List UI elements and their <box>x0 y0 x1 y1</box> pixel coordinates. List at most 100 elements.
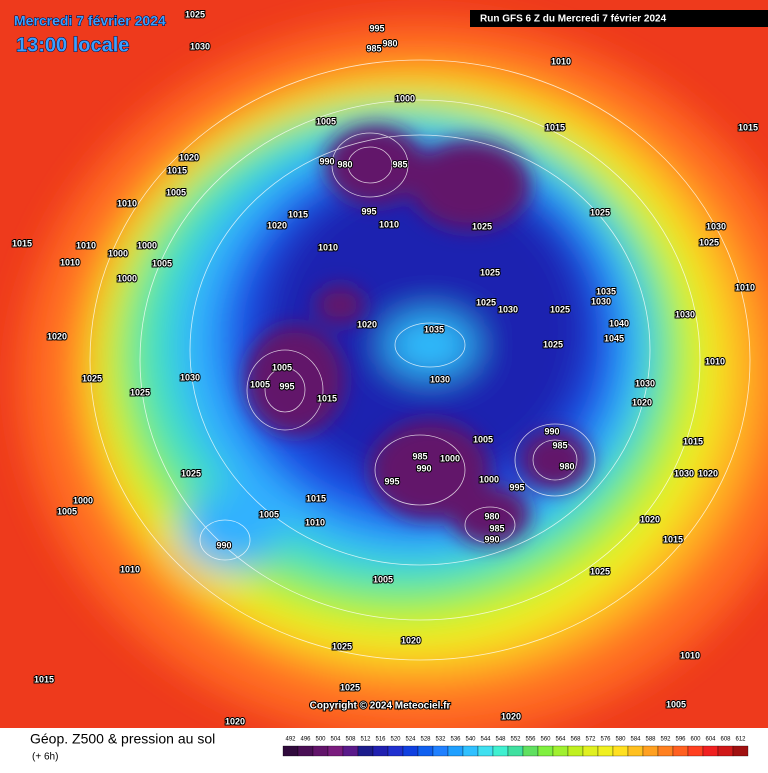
isobar-label: 1010 <box>117 198 137 208</box>
legend-swatch <box>582 745 599 757</box>
isobar-label: 1015 <box>12 238 32 248</box>
isobar-label: 1025 <box>699 237 719 247</box>
isobar-label: 1025 <box>476 297 496 307</box>
legend-label: 504 <box>330 737 341 743</box>
legend-label: 584 <box>630 737 641 743</box>
legend-swatch <box>402 745 419 757</box>
legend-label: 508 <box>345 737 356 743</box>
isobar-label: 1015 <box>663 534 683 544</box>
isobar-label: 1005 <box>666 699 686 709</box>
isobar-label: 1025 <box>130 387 150 397</box>
isobar-label: 1010 <box>551 56 571 66</box>
isobar-label: 1025 <box>590 566 610 576</box>
isobar-label: 1045 <box>604 333 624 343</box>
isobar-label: 1020 <box>357 319 377 329</box>
isobar-label: 1030 <box>591 296 611 306</box>
isobar-label: 1005 <box>259 509 279 519</box>
color-legend: 492 496 500 504 508 512 516 520 524 528 532 536 540 5… <box>282 737 749 757</box>
isobar-label: 1030 <box>190 41 210 51</box>
isobar-label: 1020 <box>698 468 718 478</box>
isobar-label: 1015 <box>545 122 565 132</box>
legend-label: 560 <box>540 737 551 743</box>
isobar-label: 1025 <box>332 641 352 651</box>
run-info: Run GFS 6 Z du Mercredi 7 février 2024 <box>480 14 667 25</box>
legend-swatch <box>567 745 584 757</box>
isobar-label: 1005 <box>473 434 493 444</box>
legend-swatch <box>312 745 329 757</box>
legend-swatch <box>702 745 719 757</box>
legend-label: 524 <box>405 737 416 743</box>
isobar-label: 990 <box>544 426 559 436</box>
isobar-label: 1020 <box>225 716 245 726</box>
isobar-label: 1005 <box>316 116 336 126</box>
legend-label: 536 <box>450 737 461 743</box>
legend-swatch <box>492 745 509 757</box>
isobar-label: 1010 <box>705 356 725 366</box>
isobar-label: 1020 <box>501 711 521 721</box>
legend-label: 540 <box>465 737 476 743</box>
isobar-label: 1010 <box>735 282 755 292</box>
isobar-label: 1015 <box>683 436 703 446</box>
isobar-label: 990 <box>319 156 334 166</box>
isobar-label: 1000 <box>479 474 499 484</box>
isobar-label: 995 <box>279 381 294 391</box>
isobar-label: 1025 <box>480 267 500 277</box>
legend-swatch <box>297 745 314 757</box>
isobar-label: 1000 <box>108 248 128 258</box>
legend-swatch <box>462 745 479 757</box>
isobar-label: 1010 <box>318 242 338 252</box>
legend-swatch <box>657 745 674 757</box>
legend-label: 492 <box>285 737 296 743</box>
isobar-label: 980 <box>337 159 352 169</box>
isobar-label: 1005 <box>166 187 186 197</box>
legend-swatch <box>522 745 539 757</box>
isobar-label: 995 <box>361 206 376 216</box>
isobar-label: 1010 <box>76 240 96 250</box>
isobar-label: 1000 <box>137 240 157 250</box>
isobar-label: 980 <box>382 38 397 48</box>
legend-swatch <box>372 745 389 757</box>
isobar-label: 1030 <box>498 304 518 314</box>
legend-label: 600 <box>690 737 701 743</box>
legend-swatch <box>687 745 704 757</box>
isobar-label: 985 <box>552 440 567 450</box>
legend-swatch <box>672 745 689 757</box>
legend-swatch <box>417 745 434 757</box>
isobar-label: 1035 <box>424 324 444 334</box>
isobar-label: 1025 <box>590 207 610 217</box>
copyright: Copyright © 2024 Meteociel.fr <box>310 701 451 712</box>
time-title: 13:00 locale <box>16 34 129 56</box>
legend-label: 588 <box>645 737 656 743</box>
isobar-label: 1025 <box>181 468 201 478</box>
legend-swatch <box>387 745 404 757</box>
isobar-label: 985 <box>489 523 504 533</box>
isobar-label: 980 <box>484 511 499 521</box>
legend-label: 552 <box>510 737 521 743</box>
isobar-label: 1010 <box>680 650 700 660</box>
isobar-label: 1015 <box>738 122 758 132</box>
isobar-label: 1025 <box>340 682 360 692</box>
date-title: Mercredi 7 février 2024 <box>14 13 166 29</box>
isobar-label: 990 <box>484 534 499 544</box>
isobar-label: 995 <box>384 476 399 486</box>
isobar-label: 1025 <box>472 221 492 231</box>
isobar-label: 1025 <box>82 373 102 383</box>
legend-label: 608 <box>720 737 731 743</box>
isobar-label: 1015 <box>34 674 54 684</box>
isobar-label: 1005 <box>57 506 77 516</box>
legend-swatch <box>432 745 449 757</box>
legend-swatch <box>552 745 569 757</box>
isobar-label: 1000 <box>73 495 93 505</box>
isobar-label: 1030 <box>180 372 200 382</box>
isobar-label: 1030 <box>430 374 450 384</box>
legend-swatch <box>642 745 659 757</box>
legend-swatch <box>357 745 374 757</box>
isobar-label: 1010 <box>120 564 140 574</box>
isobar-label: 1005 <box>373 574 393 584</box>
legend-label: 496 <box>300 737 311 743</box>
isobar-label: 1030 <box>706 221 726 231</box>
isobar-label: 990 <box>216 540 231 550</box>
isobar-label: 1030 <box>635 378 655 388</box>
isobar-label: 1030 <box>675 309 695 319</box>
